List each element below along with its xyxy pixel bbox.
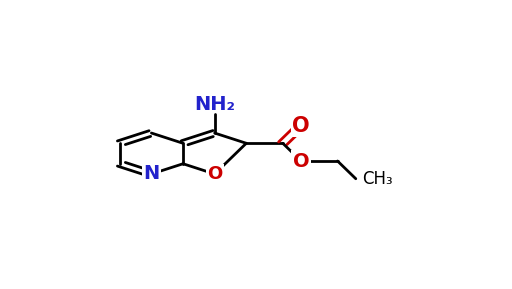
- Text: NH₂: NH₂: [194, 95, 235, 114]
- Text: O: O: [293, 151, 309, 171]
- Text: O: O: [207, 165, 222, 183]
- Text: O: O: [292, 116, 310, 136]
- Text: N: N: [143, 164, 160, 184]
- Text: CH₃: CH₃: [362, 170, 392, 188]
